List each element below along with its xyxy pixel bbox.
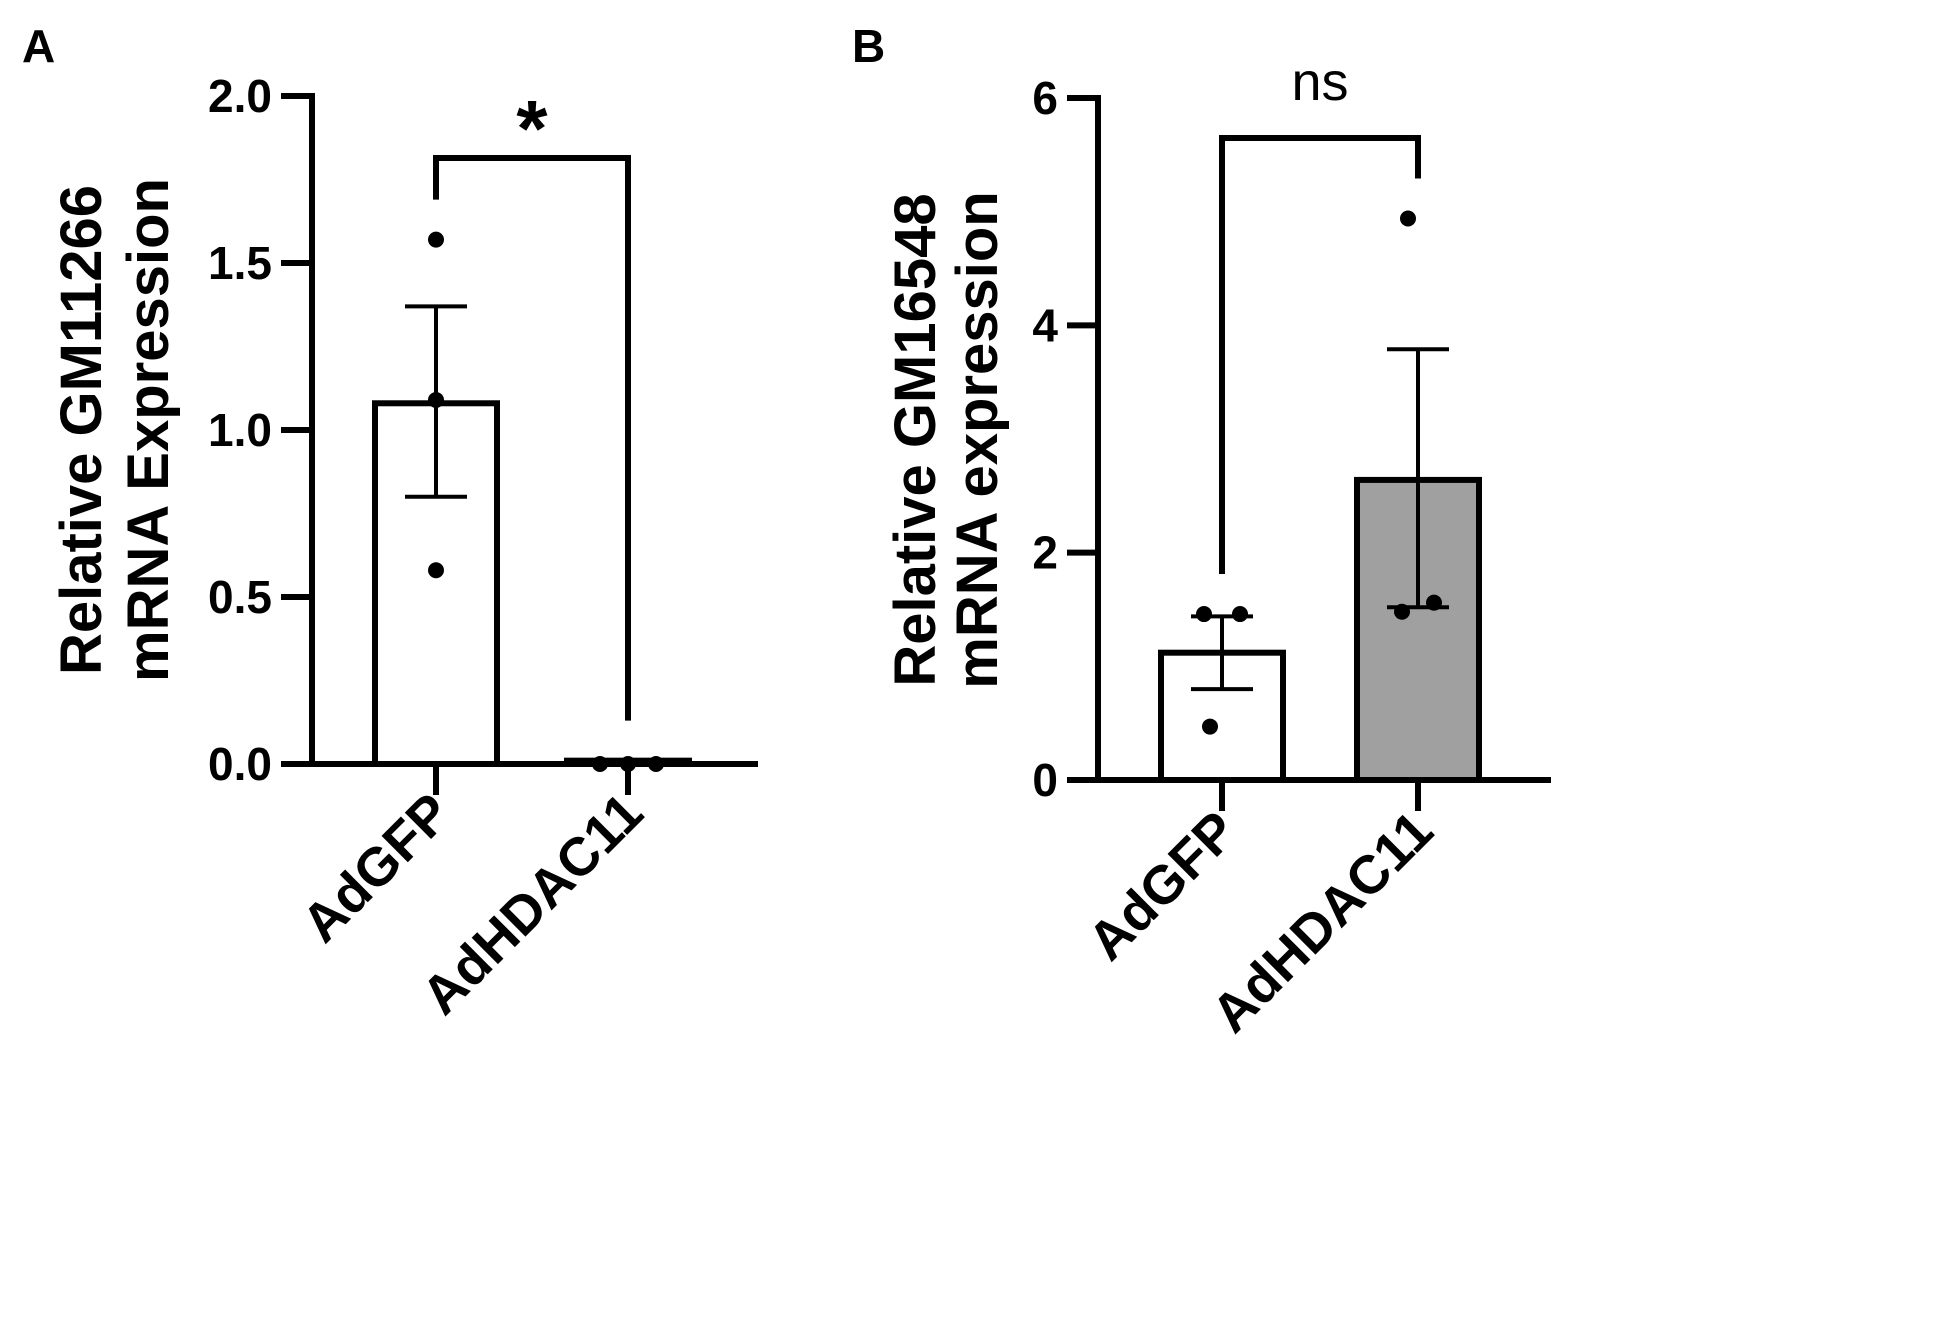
data-point: [428, 391, 444, 408]
y-tick-label: 6: [1032, 72, 1058, 124]
y-tick-label: 4: [1032, 299, 1058, 351]
y-tick-label: 0.5: [208, 571, 272, 623]
significance-bracket: [1219, 135, 1421, 575]
data-point: [1202, 718, 1218, 735]
y-tick-label: 1.0: [208, 404, 272, 456]
y-tick-label: 0: [1032, 754, 1058, 806]
y-axis-title-line: mRNA expression: [945, 191, 1010, 688]
data-point: [1232, 606, 1248, 623]
y-tick-label: 2.0: [208, 70, 272, 122]
y-axis-title-line: mRNA Expression: [116, 178, 181, 682]
y-tick-label: 0.0: [208, 738, 272, 790]
panel-letter: B: [852, 20, 885, 72]
y-axis-title-line: Relative GM11266: [49, 185, 114, 675]
y-axis-title-line: Relative GM16548: [883, 193, 948, 686]
data-point: [1394, 603, 1410, 620]
panel-letter: A: [22, 20, 55, 72]
significance-label: *: [516, 84, 548, 173]
x-category-label: AdGFP: [1077, 800, 1249, 972]
data-point: [1400, 210, 1416, 227]
significance-bracket: [433, 155, 631, 721]
data-point: [428, 231, 444, 248]
data-point: [1196, 606, 1212, 623]
data-point: [428, 562, 444, 579]
x-category-label: AdGFP: [291, 782, 463, 954]
y-tick-label: 1.5: [208, 237, 272, 289]
panel-a-chart: A Relative GM11266 mRNA Expression 0.0 0.5 1.…: [22, 20, 758, 1026]
y-tick-label: 2: [1032, 527, 1058, 579]
significance-label: ns: [1291, 52, 1348, 112]
data-point: [1426, 594, 1442, 611]
